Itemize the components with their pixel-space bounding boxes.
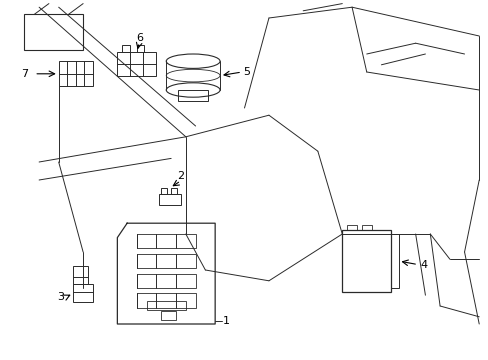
Bar <box>161 188 167 194</box>
Bar <box>73 284 93 302</box>
Bar <box>146 301 185 310</box>
Text: 3: 3 <box>58 292 64 302</box>
Bar <box>137 293 195 308</box>
Bar <box>390 234 398 288</box>
Text: 2: 2 <box>177 171 184 181</box>
Text: 7: 7 <box>21 69 28 79</box>
Bar <box>137 254 195 268</box>
Bar <box>137 234 195 248</box>
Bar <box>161 311 176 320</box>
Ellipse shape <box>166 54 220 68</box>
Bar <box>178 90 207 101</box>
Bar <box>171 188 177 194</box>
Bar <box>342 230 390 292</box>
Bar <box>159 194 181 205</box>
Bar <box>24 14 83 50</box>
Bar <box>137 45 144 52</box>
Bar <box>117 52 156 76</box>
Bar <box>361 225 371 230</box>
Bar <box>73 266 88 284</box>
Text: 4: 4 <box>420 260 427 270</box>
Ellipse shape <box>166 83 220 97</box>
Text: 1: 1 <box>222 316 229 326</box>
Text: 5: 5 <box>243 67 250 77</box>
Bar <box>59 61 93 86</box>
Bar <box>137 274 195 288</box>
Bar <box>346 225 356 230</box>
Ellipse shape <box>166 69 220 82</box>
Bar <box>122 45 129 52</box>
Text: 6: 6 <box>136 33 142 43</box>
